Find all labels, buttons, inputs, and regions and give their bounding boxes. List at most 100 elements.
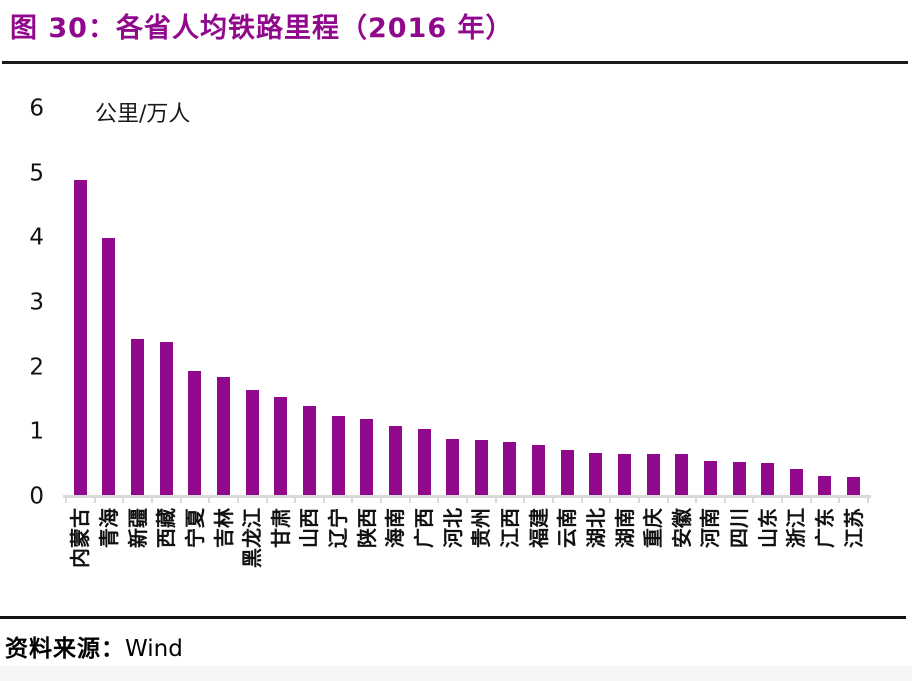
x-axis-tick-mark <box>380 498 383 503</box>
bar-陕西 <box>360 419 374 497</box>
x-tick-label-福建: 福建 <box>526 508 551 548</box>
source-divider <box>0 616 906 619</box>
x-tick-label-重庆: 重庆 <box>641 508 666 548</box>
x-axis-tick-mark <box>93 498 96 503</box>
x-tick-label-江西: 江西 <box>497 508 522 548</box>
bar-甘肃 <box>274 396 288 497</box>
x-axis-tick-mark <box>695 498 698 503</box>
bar-column <box>725 109 754 497</box>
x-label-cell: 浙江 <box>782 504 811 616</box>
bar-column <box>295 109 324 497</box>
bar-安徽 <box>675 454 689 497</box>
x-tick-label-山东: 山东 <box>755 508 780 548</box>
x-axis-tick-mark <box>265 498 268 503</box>
x-label-cell: 宁夏 <box>181 504 210 616</box>
bar-西藏 <box>159 341 173 497</box>
bar-column <box>438 109 467 497</box>
x-tick-label-西藏: 西藏 <box>154 508 179 548</box>
x-label-cell: 山西 <box>295 504 324 616</box>
bar-column <box>95 109 124 497</box>
x-axis-tick-mark <box>179 498 182 503</box>
x-label-cell: 江苏 <box>839 504 868 616</box>
y-axis: 0 1 2 3 4 5 6 <box>0 97 44 508</box>
bar-河北 <box>446 438 460 497</box>
y-tick-label-1: 1 <box>29 418 44 445</box>
bar-column <box>496 109 525 497</box>
x-tick-label-青海: 青海 <box>96 508 121 548</box>
bar-吉林 <box>217 377 231 497</box>
bar-column <box>610 109 639 497</box>
x-axis-tick-mark <box>838 498 841 503</box>
y-tick-label-2: 2 <box>29 354 44 381</box>
bar-column <box>782 109 811 497</box>
x-tick-label-安徽: 安徽 <box>669 508 694 548</box>
x-label-cell: 广东 <box>811 504 840 616</box>
x-label-cell: 江西 <box>496 504 525 616</box>
x-label-cell: 湖南 <box>610 504 639 616</box>
x-axis-tick-mark <box>65 498 67 503</box>
footer-band <box>0 666 912 681</box>
x-axis-tick-mark <box>723 498 726 503</box>
x-axis-tick-mark <box>466 498 468 503</box>
x-axis-tick-mark <box>551 498 554 503</box>
bar-黑龙江 <box>245 390 259 497</box>
bar-column <box>524 109 553 497</box>
x-tick-label-陕西: 陕西 <box>354 508 379 548</box>
x-label-cell: 陕西 <box>352 504 381 616</box>
bar-column <box>266 109 295 497</box>
y-tick-label-5: 5 <box>29 160 44 187</box>
x-axis-tick-mark <box>752 498 755 503</box>
x-tick-label-山西: 山西 <box>297 508 322 548</box>
bar-column <box>839 109 868 497</box>
y-tick-label-0: 0 <box>29 483 44 510</box>
bar-column <box>352 109 381 497</box>
bar-江苏 <box>847 476 861 497</box>
bar-山西 <box>302 406 316 497</box>
x-axis-tick-mark <box>351 498 354 503</box>
x-tick-label-宁夏: 宁夏 <box>182 508 207 548</box>
x-axis-tick-mark <box>809 498 812 503</box>
x-axis-tick-mark <box>122 498 125 503</box>
source-line: 资料来源：Wind <box>5 629 183 663</box>
x-axis-labels: 内蒙古 青海 新疆 西藏 宁夏 吉林 黑龙江 甘肃 山西 辽宁 陕西 海南 广西 河北 贵州 江西 福建 云南 湖北… <box>66 504 868 616</box>
bar-column <box>467 109 496 497</box>
x-label-cell: 重庆 <box>639 504 668 616</box>
x-tick-label-河北: 河北 <box>440 508 465 548</box>
bar-column <box>811 109 840 497</box>
bar-column <box>238 109 267 497</box>
x-label-cell: 河北 <box>438 504 467 616</box>
bar-贵州 <box>474 440 488 497</box>
x-label-cell: 四川 <box>725 504 754 616</box>
bar-辽宁 <box>331 416 345 497</box>
x-tick-label-广西: 广西 <box>412 508 437 548</box>
bar-内蒙古 <box>73 180 87 497</box>
bar-福建 <box>532 445 546 497</box>
bar-广东 <box>818 475 832 497</box>
x-tick-label-海南: 海南 <box>383 508 408 548</box>
x-label-cell: 甘肃 <box>266 504 295 616</box>
x-axis-tick-mark <box>867 498 869 503</box>
title-divider <box>2 61 908 64</box>
bar-column <box>553 109 582 497</box>
x-label-cell: 黑龙江 <box>238 504 267 616</box>
x-label-cell: 贵州 <box>467 504 496 616</box>
x-axis-tick-mark <box>494 498 497 503</box>
source-value: Wind <box>125 636 183 662</box>
bar-column <box>324 109 353 497</box>
figure-title: 图 30：各省人均铁路里程（2016 年） <box>10 13 514 44</box>
x-tick-label-浙江: 浙江 <box>784 508 809 548</box>
bar-column <box>66 109 95 497</box>
x-tick-label-湖南: 湖南 <box>612 508 637 548</box>
x-axis-tick-mark <box>781 498 784 503</box>
bar-重庆 <box>646 453 660 497</box>
bar-浙江 <box>789 469 803 497</box>
x-label-cell: 内蒙古 <box>66 504 95 616</box>
bar-chart-plot-area <box>66 109 868 497</box>
y-tick-label-4: 4 <box>29 224 44 251</box>
bar-column <box>696 109 725 497</box>
x-tick-label-辽宁: 辽宁 <box>326 508 351 548</box>
x-axis-tick-mark <box>150 498 153 503</box>
x-axis-tick-mark <box>437 498 440 503</box>
bar-湖南 <box>617 453 631 497</box>
